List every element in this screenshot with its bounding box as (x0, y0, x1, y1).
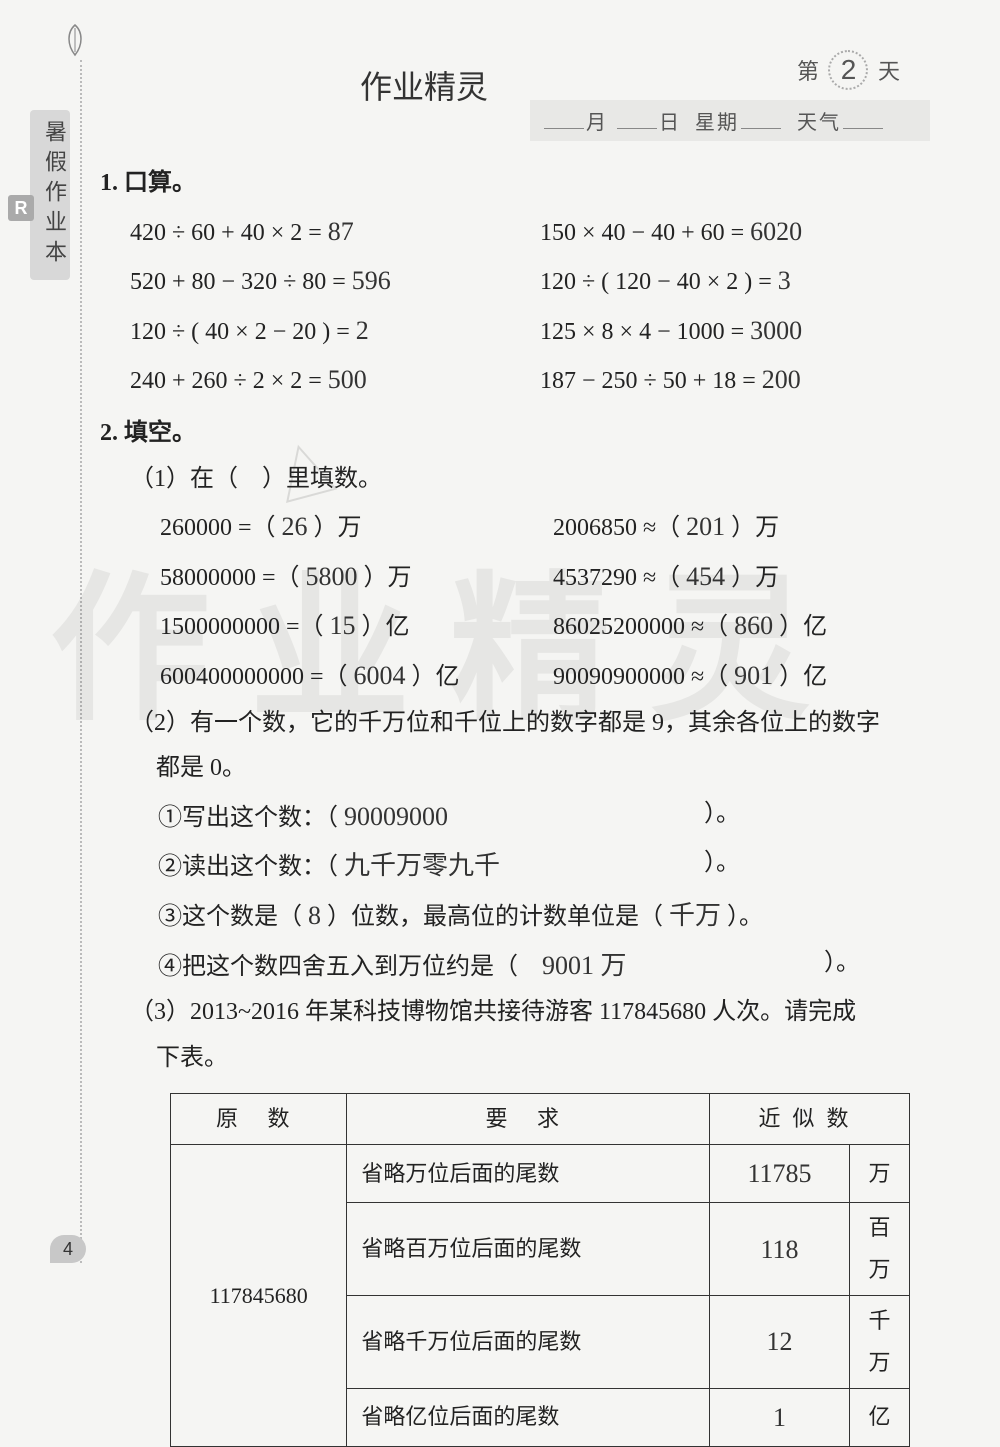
day-badge: 第 2 天 (797, 50, 900, 90)
section-1-title: 1. 口算。 (100, 161, 940, 207)
q2-2-intro-a: （2）有一个数，它的千万位和千位上的数字都是 9，其余各位上的数字 (130, 701, 940, 747)
side-r-badge: R (8, 195, 34, 221)
th-approx: 近似数 (710, 1094, 910, 1145)
approx-table: 原 数 要 求 近似数 117845680 省略万位后面的尾数 11785 万 … (170, 1093, 910, 1447)
dotted-divider (80, 60, 82, 1263)
table-row: 117845680 省略万位后面的尾数 11785 万 (171, 1145, 910, 1203)
fill-item: 600400000000 =（ 6004 ）亿 (160, 651, 547, 701)
fill-item: 90090900000 ≈（ 901 ）亿 (553, 651, 940, 701)
main-content: 1. 口算。 420 ÷ 60 + 40 × 2 = 87 150 × 40 −… (100, 155, 940, 1447)
q2-2-item: ④把这个数四舍五入到万位约是（ 9001 万 ）。 (158, 941, 940, 991)
page-title: 作业精灵 (360, 62, 488, 108)
fill-item: 86025200000 ≈（ 860 ）亿 (553, 601, 940, 651)
equation: 150 × 40 − 40 + 60 = 6020 (540, 207, 940, 257)
mental-math-grid: 420 ÷ 60 + 40 × 2 = 87 150 × 40 − 40 + 6… (130, 207, 940, 405)
day-prefix: 第 (797, 59, 819, 84)
fill-item: 2006850 ≈（ 201 ）万 (553, 502, 940, 552)
equation: 520 + 80 − 320 ÷ 80 = 596 (130, 256, 530, 306)
equation: 420 ÷ 60 + 40 × 2 = 87 (130, 207, 530, 257)
equation: 120 ÷ ( 40 × 2 − 20 ) = 2 (130, 306, 530, 356)
fill-item: 1500000000 =（ 15 ）亿 (160, 601, 547, 651)
fill-item: 58000000 =（ 5800 ）万 (160, 552, 547, 602)
side-tab-label: 暑假作业本 (30, 110, 70, 280)
q2-1-label: （1）在（ ）里填数。 (130, 457, 940, 503)
q2-2-intro-b: 都是 0。 (156, 746, 940, 792)
orig-number: 117845680 (171, 1145, 347, 1447)
q2-2-item: ③这个数是（ 8 ）位数，最高位的计数单位是（ 千万 ）。 (158, 891, 940, 941)
section-2-title: 2. 填空。 (100, 411, 940, 457)
leaf-icon (55, 20, 95, 60)
th-requirement: 要 求 (347, 1094, 710, 1145)
table-header-row: 原 数 要 求 近似数 (171, 1094, 910, 1145)
equation: 120 ÷ ( 120 − 40 × 2 ) = 3 (540, 256, 940, 306)
equation: 240 + 260 ÷ 2 × 2 = 500 (130, 355, 530, 405)
fill-item: 260000 =（ 26 ）万 (160, 502, 547, 552)
equation: 125 × 8 × 4 − 1000 = 3000 (540, 306, 940, 356)
page-number: 4 (50, 1235, 86, 1263)
q2-3-b: 下表。 (156, 1036, 940, 1082)
equation: 187 − 250 ÷ 50 + 18 = 200 (540, 355, 940, 405)
fill-item: 4537290 ≈（ 454 ）万 (553, 552, 940, 602)
th-original: 原 数 (171, 1094, 347, 1145)
q2-3-a: （3）2013~2016 年某科技博物馆共接待游客 117845680 人次。请… (130, 990, 940, 1036)
date-line: 月 日 星期 天气 (530, 100, 930, 141)
q2-2-item: ①写出这个数：（ 90009000 ）。 (158, 792, 940, 842)
fill-grid: 260000 =（ 26 ）万 2006850 ≈（ 201 ）万 580000… (160, 502, 940, 700)
q2-2-item: ②读出这个数：（ 九千万零九千 ）。 (158, 841, 940, 891)
day-number: 2 (828, 50, 868, 90)
day-suffix: 天 (878, 59, 900, 84)
